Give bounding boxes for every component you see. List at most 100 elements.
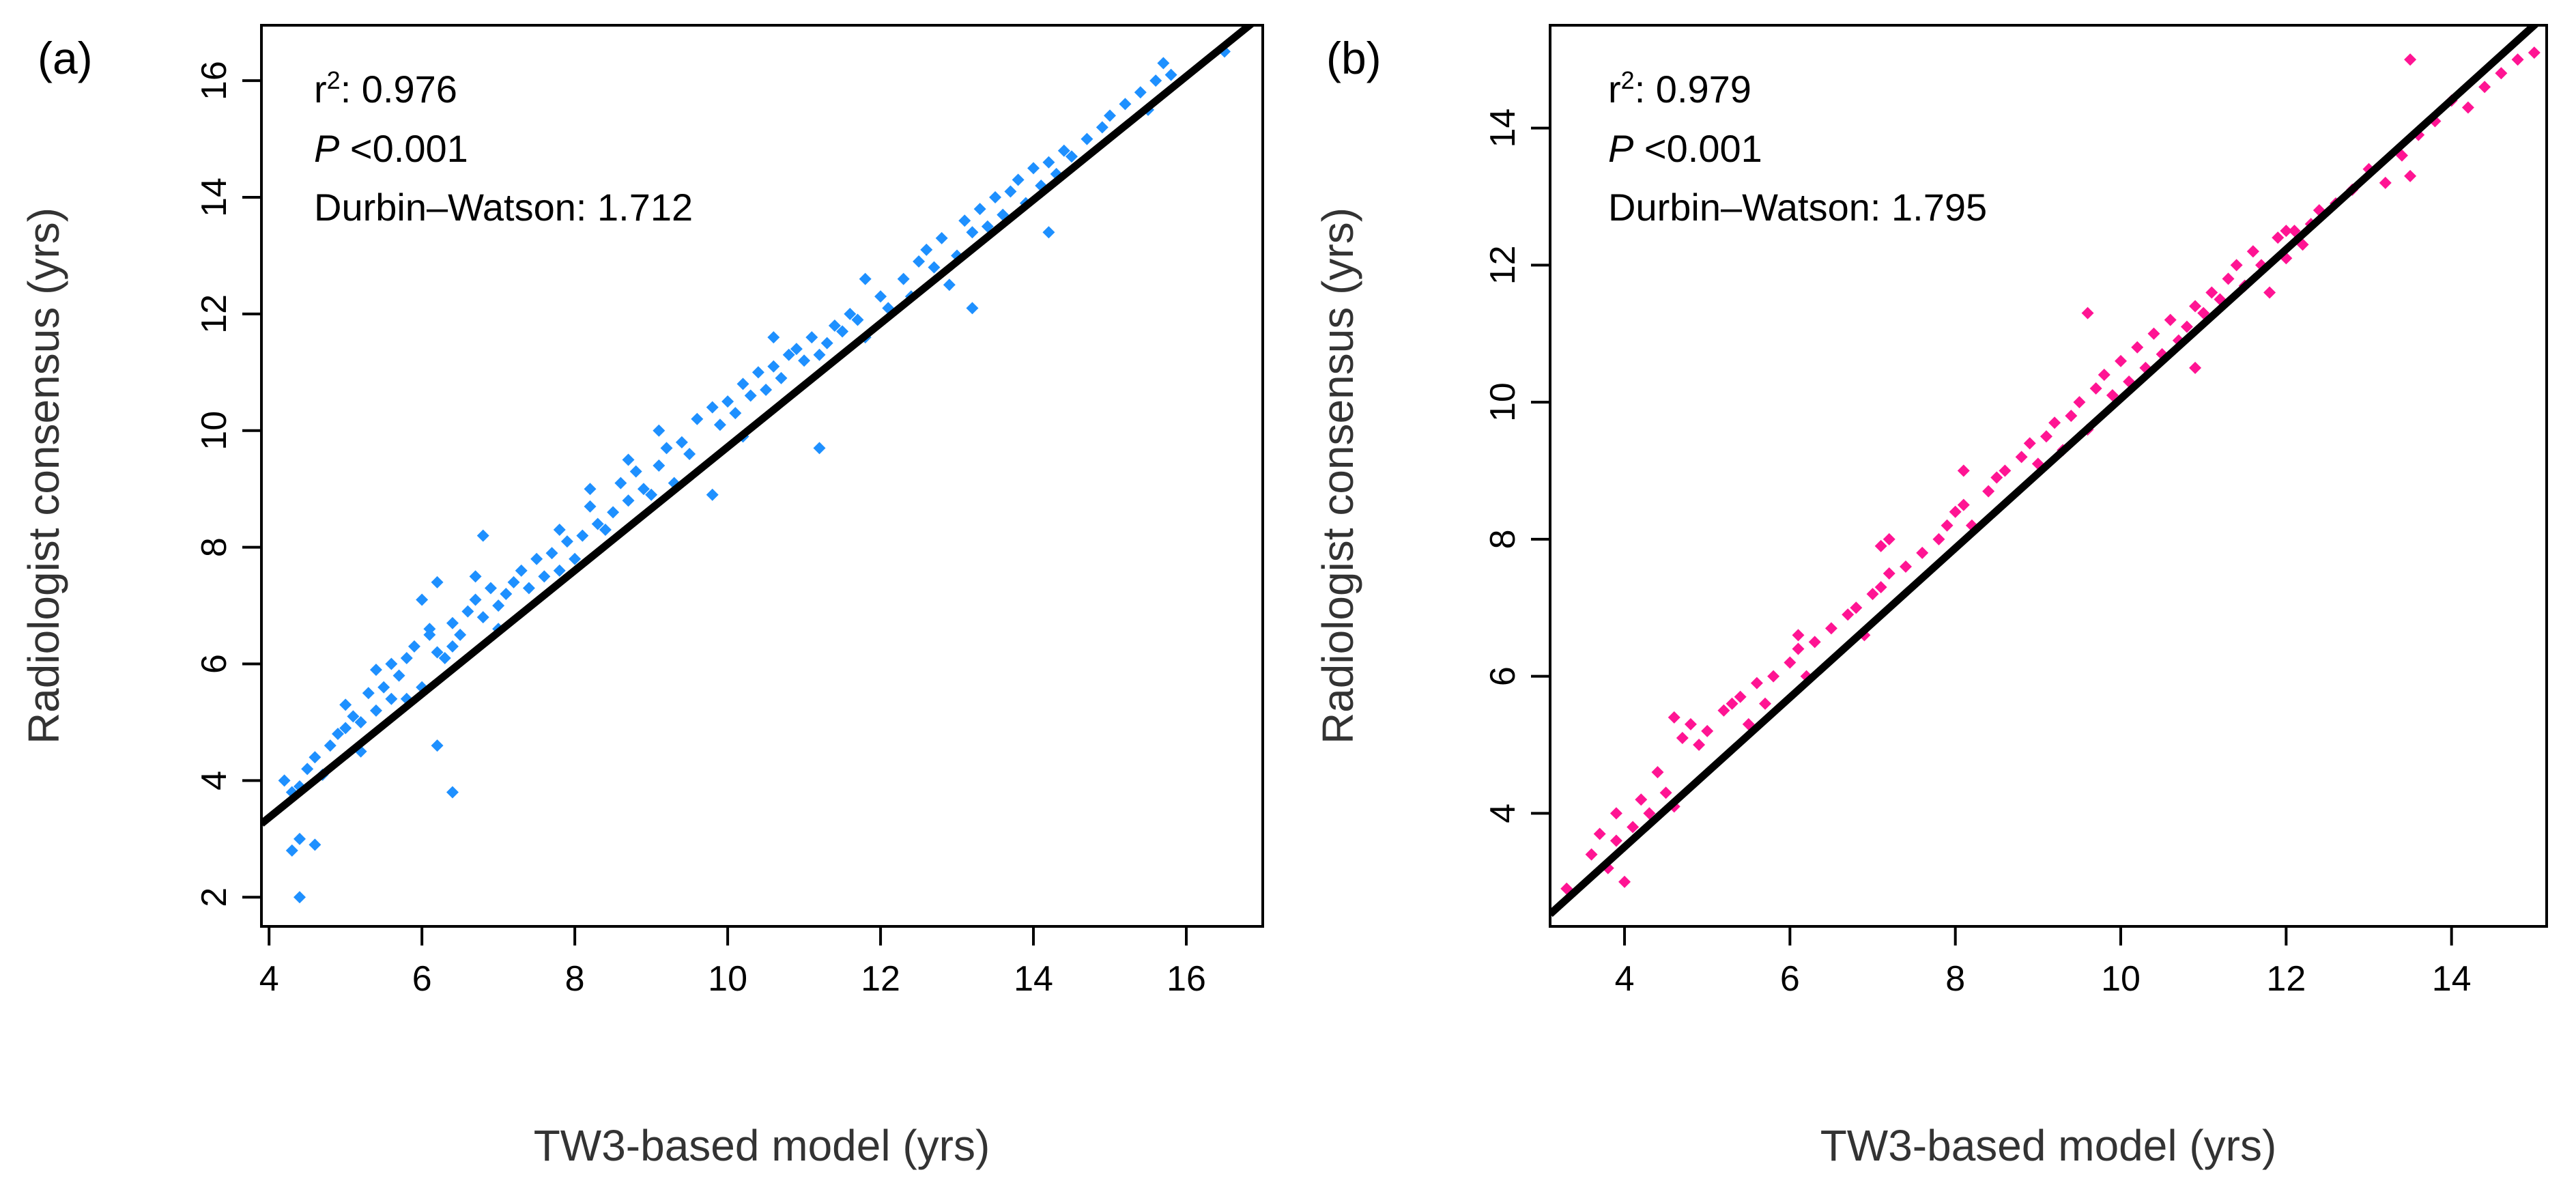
panel-b-data-point <box>1808 636 1821 649</box>
panel-b-data-point <box>2065 410 2078 423</box>
panel-b-y-axis: 4 6 8 10 12 14 <box>1483 109 1550 823</box>
panel-a-data-point <box>1157 57 1170 70</box>
panel-b-data-point <box>1635 793 1648 806</box>
panel-a-data-point <box>653 459 666 472</box>
panel-a-data-point <box>469 593 482 606</box>
panel-b-x-tick-label: 8 <box>1945 959 1965 999</box>
panel-b-data-point <box>2189 300 2202 313</box>
panel-b-data-point <box>1999 464 2012 477</box>
panel-a-data-point <box>476 611 489 624</box>
panel-a: (a) 4 6 8 10 12 14 16 2 4 6 8 10 12 14 16 r2: 0.976 P… <box>19 24 1264 1170</box>
panel-a-data-point <box>706 488 719 501</box>
panel-b-data-point <box>2205 286 2218 299</box>
panel-b-r2: r2: 0.979 <box>1608 66 1751 111</box>
panel-a-data-point <box>1134 86 1147 99</box>
panel-b-data-point <box>1941 519 1954 532</box>
panel-a-data-point <box>805 331 818 344</box>
panel-a-data-point <box>859 272 872 285</box>
panel-a-data-point <box>935 231 948 244</box>
panel-b-x-tick-label: 14 <box>2432 959 2472 999</box>
panel-a-x-tick-label: 4 <box>259 959 279 999</box>
panel-b-x-tick-label: 12 <box>2266 959 2306 999</box>
panel-a-x-tick-label: 10 <box>708 959 747 999</box>
panel-a-data-point <box>752 366 764 379</box>
panel-a-data-point <box>836 325 849 338</box>
panel-a-data-point <box>339 698 352 711</box>
panel-a-data-point <box>653 424 666 437</box>
panel-b-stats: r2: 0.979 P <0.001 Durbin–Watson: 1.795 <box>1608 66 1987 229</box>
panel-b-data-point <box>1842 608 1855 621</box>
panel-a-x-tick-label: 16 <box>1167 959 1206 999</box>
panel-b-data-point <box>1957 464 1970 477</box>
panel-a-data-point <box>431 739 444 752</box>
panel-a-stats: r2: 0.976 P <0.001 Durbin–Watson: 1.712 <box>314 66 693 229</box>
panel-b-data-point <box>1734 690 1747 703</box>
panel-a-data-point <box>1042 226 1055 239</box>
panel-a-data-point <box>813 348 826 361</box>
panel-b-data-point <box>1609 807 1622 820</box>
panel-a-data-point <box>691 412 704 425</box>
panel-a-data-point <box>958 214 971 227</box>
panel-b-data-point <box>2089 382 2102 395</box>
panel-b-data-point <box>1784 656 1797 669</box>
panel-a-data-point <box>1057 144 1070 157</box>
panel-a-data-point <box>729 407 742 420</box>
panel-b-data-point <box>1883 567 1895 580</box>
panel-b-x-tick-label: 6 <box>1780 959 1800 999</box>
panel-b-data-point <box>1684 717 1697 730</box>
panel-a-data-point <box>928 261 941 274</box>
panel-b-x-tick-label: 4 <box>1615 959 1635 999</box>
panel-a-data-point <box>920 243 933 256</box>
panel-a-data-point <box>1042 156 1055 169</box>
panel-a-y-title: Radiologist consensus (yrs) <box>19 208 68 744</box>
panel-b-data-point <box>1676 731 1689 744</box>
panel-a-data-point <box>285 844 298 857</box>
panel-b-data-point <box>1750 677 1763 690</box>
panel-b-data-point <box>2048 416 2061 429</box>
panel-a-data-point <box>1004 185 1017 198</box>
panel-b-data-point <box>1627 821 1640 834</box>
panel-a-data-point <box>354 715 367 728</box>
panel-a-data-point <box>584 483 597 496</box>
panel-a-data-point <box>622 494 635 507</box>
panel-a-data-point <box>675 436 688 449</box>
panel-a-data-point <box>981 220 994 233</box>
panel-a-data-point <box>1065 150 1078 163</box>
panel-a-data-point <box>522 582 535 595</box>
panel-a-r2: r2: 0.976 <box>314 66 457 111</box>
panel-b-data-point <box>1717 704 1730 717</box>
panel-a-data-point <box>767 360 780 373</box>
panel-b-data-point <box>1982 485 1995 498</box>
panel-a-x-title: TW3-based model (yrs) <box>534 1121 990 1170</box>
panel-b-data-point <box>2147 327 2160 340</box>
panel-a-data-point <box>400 651 413 664</box>
panel-b-y-tick-label: 4 <box>1483 804 1523 823</box>
panel-a-data-point <box>599 524 612 537</box>
panel-b-data-point <box>2222 272 2235 285</box>
panel-b-data-point <box>2098 368 2110 381</box>
panel-a-data-point <box>1096 121 1108 134</box>
panel-a-data-point <box>431 575 444 588</box>
panel-b-data-point <box>2288 225 2301 238</box>
panel-b-y-tick-label: 12 <box>1483 245 1523 285</box>
panel-a-data-point <box>1081 132 1093 145</box>
panel-a-data-point <box>538 570 551 583</box>
panel-a-data-point <box>851 313 864 326</box>
panel-b-data-point <box>2023 437 2036 450</box>
panel-a-data-point <box>331 728 344 741</box>
panel-a-data-point <box>507 575 520 588</box>
panel-a-durbin-watson: Durbin–Watson: 1.712 <box>314 186 693 229</box>
panel-b-data-point <box>2081 307 2094 319</box>
panel-a-data-point <box>545 547 558 560</box>
panel-a-data-point <box>293 832 306 845</box>
panel-a-data-point <box>461 605 474 618</box>
panel-b-points <box>1560 46 2541 895</box>
panel-a-data-point <box>347 710 360 723</box>
panel-b-data-point <box>1585 848 1598 861</box>
panel-a-data-point <box>1149 74 1162 87</box>
panel-a-y-tick-label: 12 <box>195 294 234 334</box>
panel-a-data-point <box>385 692 398 705</box>
panel-a-data-point <box>293 891 306 904</box>
panel-b-data-point <box>2246 245 2259 258</box>
